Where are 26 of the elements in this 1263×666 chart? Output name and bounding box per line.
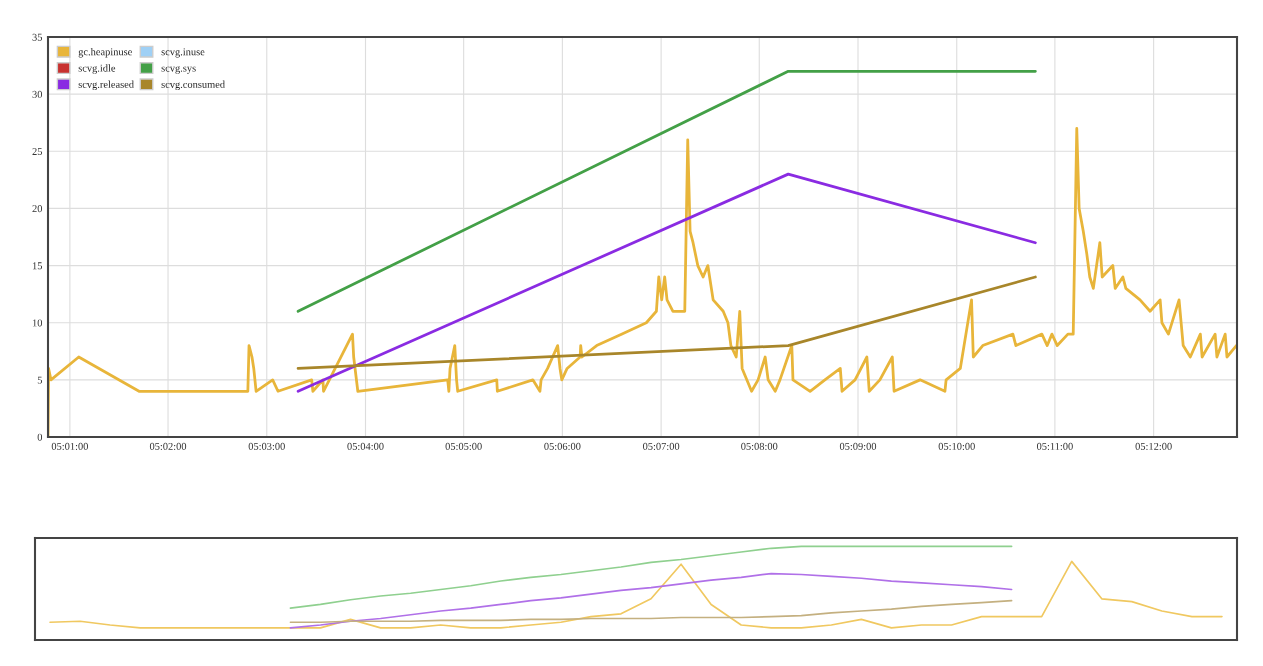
legend-label: scvg.consumed — [161, 80, 225, 91]
x-tick-label: 05:04:00 — [347, 442, 384, 450]
y-tick-label: 30 — [32, 90, 43, 98]
x-tick-label: 05:10:00 — [938, 442, 975, 450]
x-tick-label: 05:07:00 — [643, 442, 680, 450]
x-tick-label: 05:06:00 — [544, 442, 581, 450]
y-tick-label: 0 — [37, 433, 43, 441]
y-tick-label: 10 — [32, 319, 43, 327]
x-tick-label: 05:12:00 — [1135, 442, 1172, 450]
legend-label: scvg.idle — [78, 64, 116, 74]
x-tick-label: 05:05:00 — [445, 442, 482, 450]
legend-label: scvg.sys — [161, 66, 196, 74]
x-tick-label: 05:03:00 — [248, 442, 285, 450]
legend-label: scvg.released — [78, 80, 134, 91]
x-tick-label: 05:11:00 — [1036, 442, 1073, 450]
x-tick-label: 05:02:00 — [149, 442, 187, 450]
y-tick-label: 25 — [32, 148, 43, 155]
y-tick-label: 5 — [37, 376, 43, 384]
x-tick-label: 05:08:00 — [741, 442, 778, 450]
legend-label: scvg.inuse — [161, 48, 205, 58]
y-tick-label: 20 — [32, 205, 43, 213]
x-tick-label: 05:01:00 — [51, 442, 88, 450]
y-tick-label: 15 — [32, 262, 43, 270]
x-tick-label: 05:09:00 — [839, 442, 877, 450]
legend-label: gc.heapinuse — [78, 48, 132, 58]
y-tick-label: 35 — [32, 33, 43, 41]
